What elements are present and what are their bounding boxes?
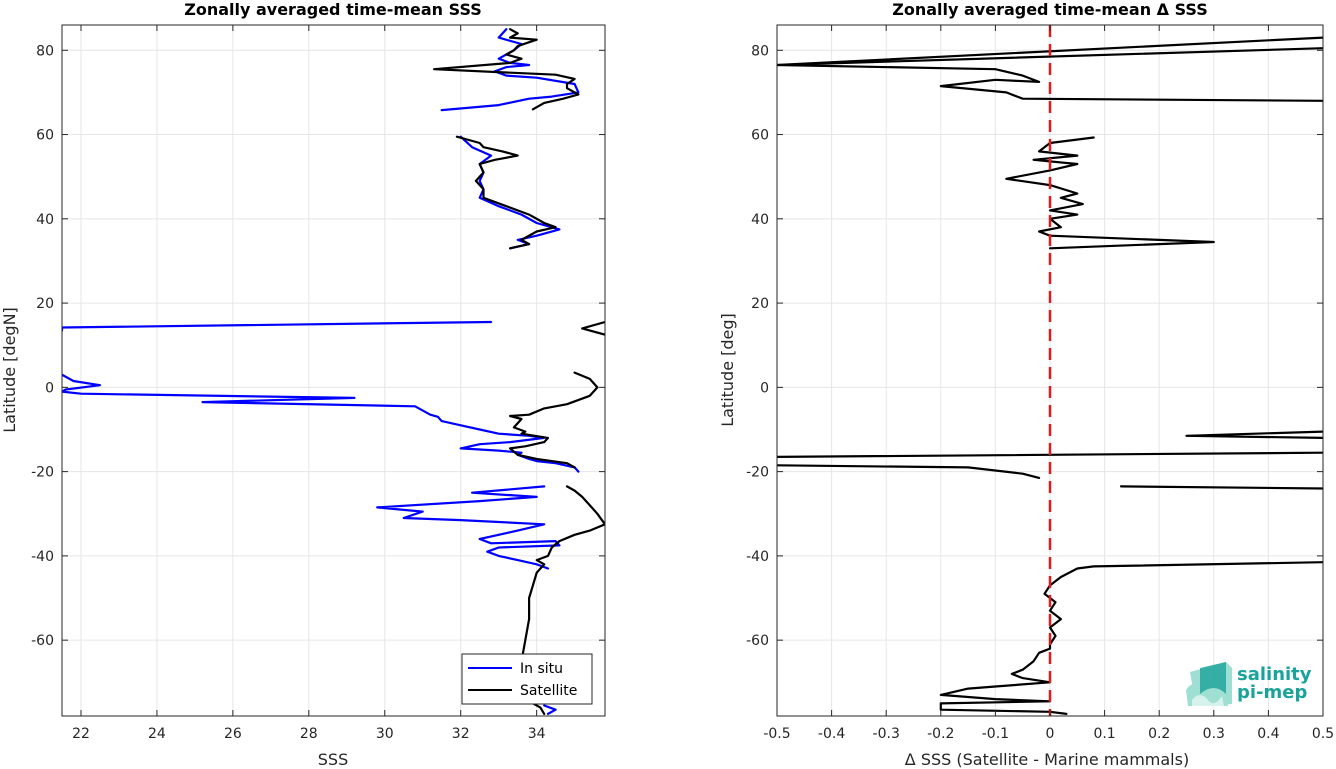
left-gridlines [62,25,605,716]
x-tick-label: -0.1 [982,726,1009,742]
y-tick-label: -60 [746,633,769,649]
y-tick-label: 80 [36,43,54,59]
legend: In situ Satellite [461,653,593,705]
in-situ-line-segment [376,485,561,570]
y-tick-label: 80 [751,43,769,59]
x-tick-label: 0.1 [1093,726,1115,742]
x-tick-label: 22 [72,726,90,742]
y-tick-label: -40 [31,549,54,565]
x-tick-label: -0.3 [873,726,900,742]
delta-sss-line-segment [1005,136,1215,250]
y-tick-label: -40 [746,549,769,565]
y-tick-label: 0 [45,380,54,396]
x-tick-label: -0.2 [927,726,954,742]
right-panel-delta-sss: -0.5 -0.4 -0.3 -0.2 -0.1 0 0.1 0.2 0.3 0.4 0.5 -60… [718,0,1334,769]
legend-label-in-situ: In situ [520,661,563,677]
delta-sss-line-segment [1185,430,1323,439]
delta-sss-line-segment [777,36,1323,67]
salinity-waves-icon [1186,662,1232,706]
x-tick-label: 0.4 [1257,726,1279,742]
logo-text-pimep: pi-mep [1237,682,1307,703]
x-tick-label: 28 [300,726,318,742]
y-tick-label: 20 [36,296,54,312]
left-tick-marks [62,25,605,716]
y-tick-label: 60 [36,128,54,144]
x-tick-label: 0.2 [1148,726,1170,742]
legend-box [461,653,593,705]
x-tick-label: 34 [528,726,546,742]
y-tick-label: -20 [31,465,54,481]
left-chart-title: Zonally averaged time-mean SSS [184,0,482,19]
x-tick-label: -0.4 [818,726,845,742]
x-tick-label: 0.3 [1203,726,1225,742]
y-tick-label: 0 [760,380,769,396]
satellite-line-segment [581,320,605,336]
x-tick-label: 0 [1046,726,1055,742]
y-tick-label: 20 [751,296,769,312]
left-y-tick-labels: -60 -40 -20 0 20 40 60 80 [31,43,54,649]
right-tick-marks [776,25,1324,716]
satellite-line-segment [433,28,580,111]
y-tick-label: -60 [31,633,54,649]
legend-label-satellite: Satellite [520,683,577,699]
in-situ-line-segment [62,320,493,332]
left-x-axis-label: SSS [318,750,348,769]
x-tick-label: 32 [452,726,470,742]
y-tick-label: 40 [751,212,769,228]
x-tick-label: 26 [224,726,242,742]
x-tick-label: 30 [376,726,394,742]
right-y-tick-labels: -60 -40 -20 0 20 40 60 80 [746,43,769,649]
left-series-lines [62,28,605,715]
left-plot-area [62,25,605,716]
right-series-lines [777,25,1323,716]
delta-sss-line-segment [777,464,1041,479]
left-axes-box [61,24,606,717]
left-y-axis-label: Latitude [degN] [0,307,19,433]
left-x-tick-labels: 22 24 26 28 30 32 34 [72,726,546,742]
satellite-line-segment [509,371,599,469]
delta-sss-line-segment [777,63,1323,102]
right-y-axis-label: Latitude [deg] [718,313,737,427]
salinity-pimep-logo: salinity pi-mep [1186,662,1312,706]
x-tick-label: -0.5 [763,726,790,742]
satellite-line-segment [455,135,557,250]
delta-sss-line-segment [939,561,1323,715]
delta-sss-line-segment [1119,485,1323,490]
logo-text-salinity: salinity [1237,664,1312,685]
in-situ-line-segment [543,704,557,715]
y-tick-label: 60 [751,128,769,144]
right-x-tick-labels: -0.5 -0.4 -0.3 -0.2 -0.1 0 0.1 0.2 0.3 0.4 0.5 [763,726,1334,742]
y-tick-label: 40 [36,212,54,228]
right-x-axis-label: Δ SSS (Satellite - Marine mammals) [905,750,1189,769]
y-tick-label: -20 [746,465,769,481]
x-tick-label: 24 [148,726,166,742]
left-panel-sss: 22 24 26 28 30 32 34 -60 -40 -20 0 20 40 60 80 Zonall… [0,0,606,769]
x-tick-label: 0.5 [1312,726,1334,742]
right-chart-title: Zonally averaged time-mean Δ SSS [892,0,1208,19]
